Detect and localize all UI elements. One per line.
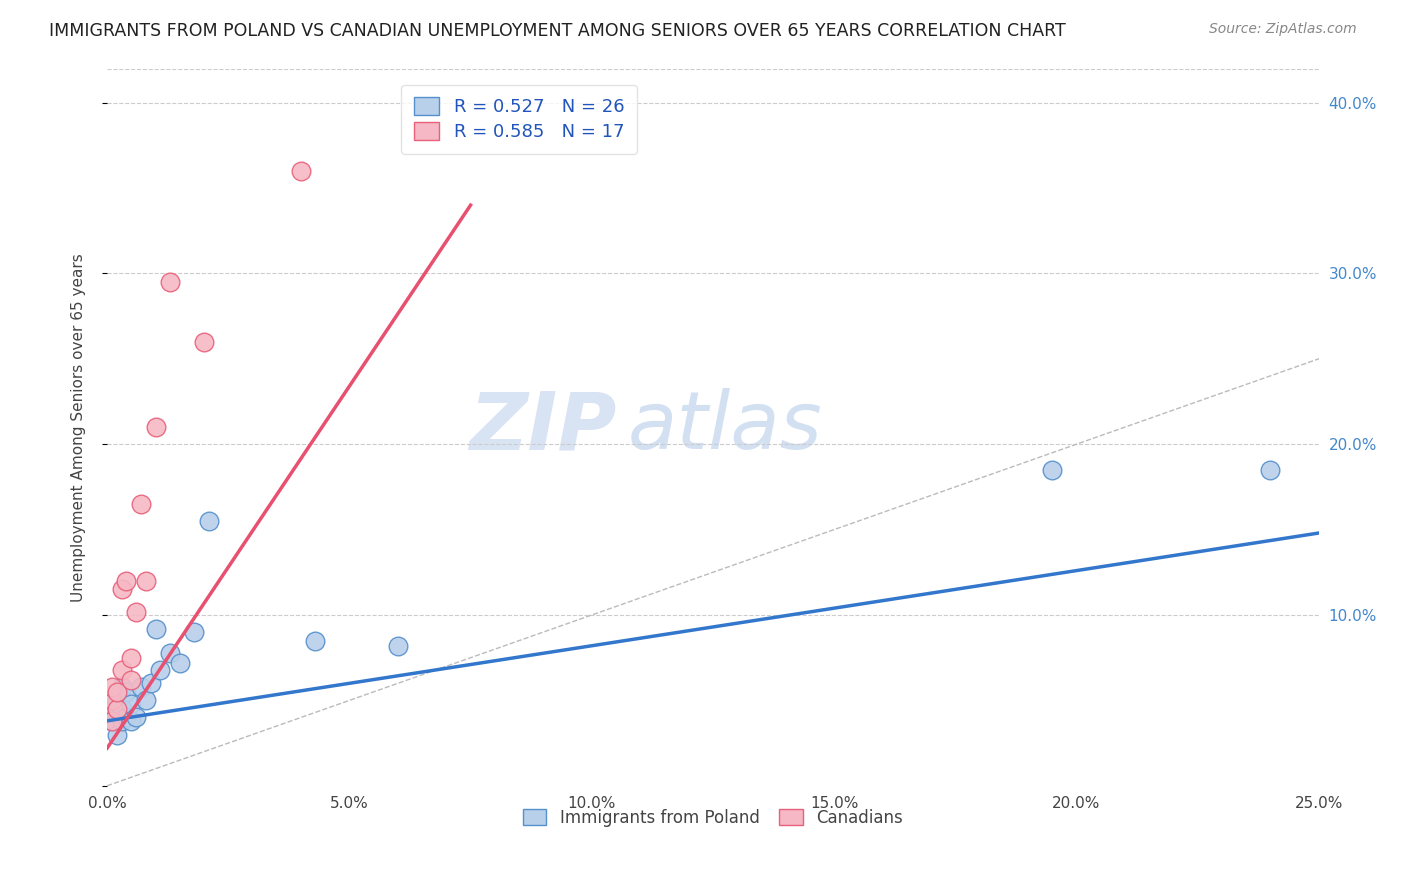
Point	[115, 710, 138, 724]
Point	[135, 574, 157, 588]
Point	[183, 625, 205, 640]
Point	[159, 646, 181, 660]
Point	[110, 582, 132, 597]
Point	[101, 680, 124, 694]
Point	[101, 714, 124, 728]
Point	[105, 727, 128, 741]
Point	[120, 714, 142, 728]
Text: IMMIGRANTS FROM POLAND VS CANADIAN UNEMPLOYMENT AMONG SENIORS OVER 65 YEARS CORR: IMMIGRANTS FROM POLAND VS CANADIAN UNEMP…	[49, 22, 1066, 40]
Text: Source: ZipAtlas.com: Source: ZipAtlas.com	[1209, 22, 1357, 37]
Point	[145, 420, 167, 434]
Point	[101, 693, 124, 707]
Point	[159, 275, 181, 289]
Point	[149, 663, 172, 677]
Point	[115, 574, 138, 588]
Point	[1258, 463, 1281, 477]
Point	[169, 656, 191, 670]
Point	[290, 164, 312, 178]
Point	[120, 650, 142, 665]
Point	[110, 680, 132, 694]
Point	[125, 605, 148, 619]
Point	[105, 685, 128, 699]
Point	[110, 714, 132, 728]
Point	[110, 663, 132, 677]
Point	[387, 639, 409, 653]
Point	[115, 685, 138, 699]
Point	[129, 497, 152, 511]
Text: atlas: atlas	[628, 388, 823, 467]
Point	[120, 697, 142, 711]
Point	[198, 514, 221, 528]
Point	[193, 334, 215, 349]
Point	[101, 702, 124, 716]
Text: ZIP: ZIP	[468, 388, 616, 467]
Point	[125, 710, 148, 724]
Point	[139, 676, 162, 690]
Y-axis label: Unemployment Among Seniors over 65 years: Unemployment Among Seniors over 65 years	[72, 252, 86, 601]
Point	[105, 702, 128, 716]
Point	[304, 633, 326, 648]
Point	[105, 707, 128, 722]
Point	[135, 693, 157, 707]
Point	[101, 714, 124, 728]
Legend: Immigrants from Poland, Canadians: Immigrants from Poland, Canadians	[515, 800, 911, 835]
Point	[105, 693, 128, 707]
Point	[120, 673, 142, 687]
Point	[145, 622, 167, 636]
Point	[110, 702, 132, 716]
Point	[1040, 463, 1063, 477]
Point	[129, 680, 152, 694]
